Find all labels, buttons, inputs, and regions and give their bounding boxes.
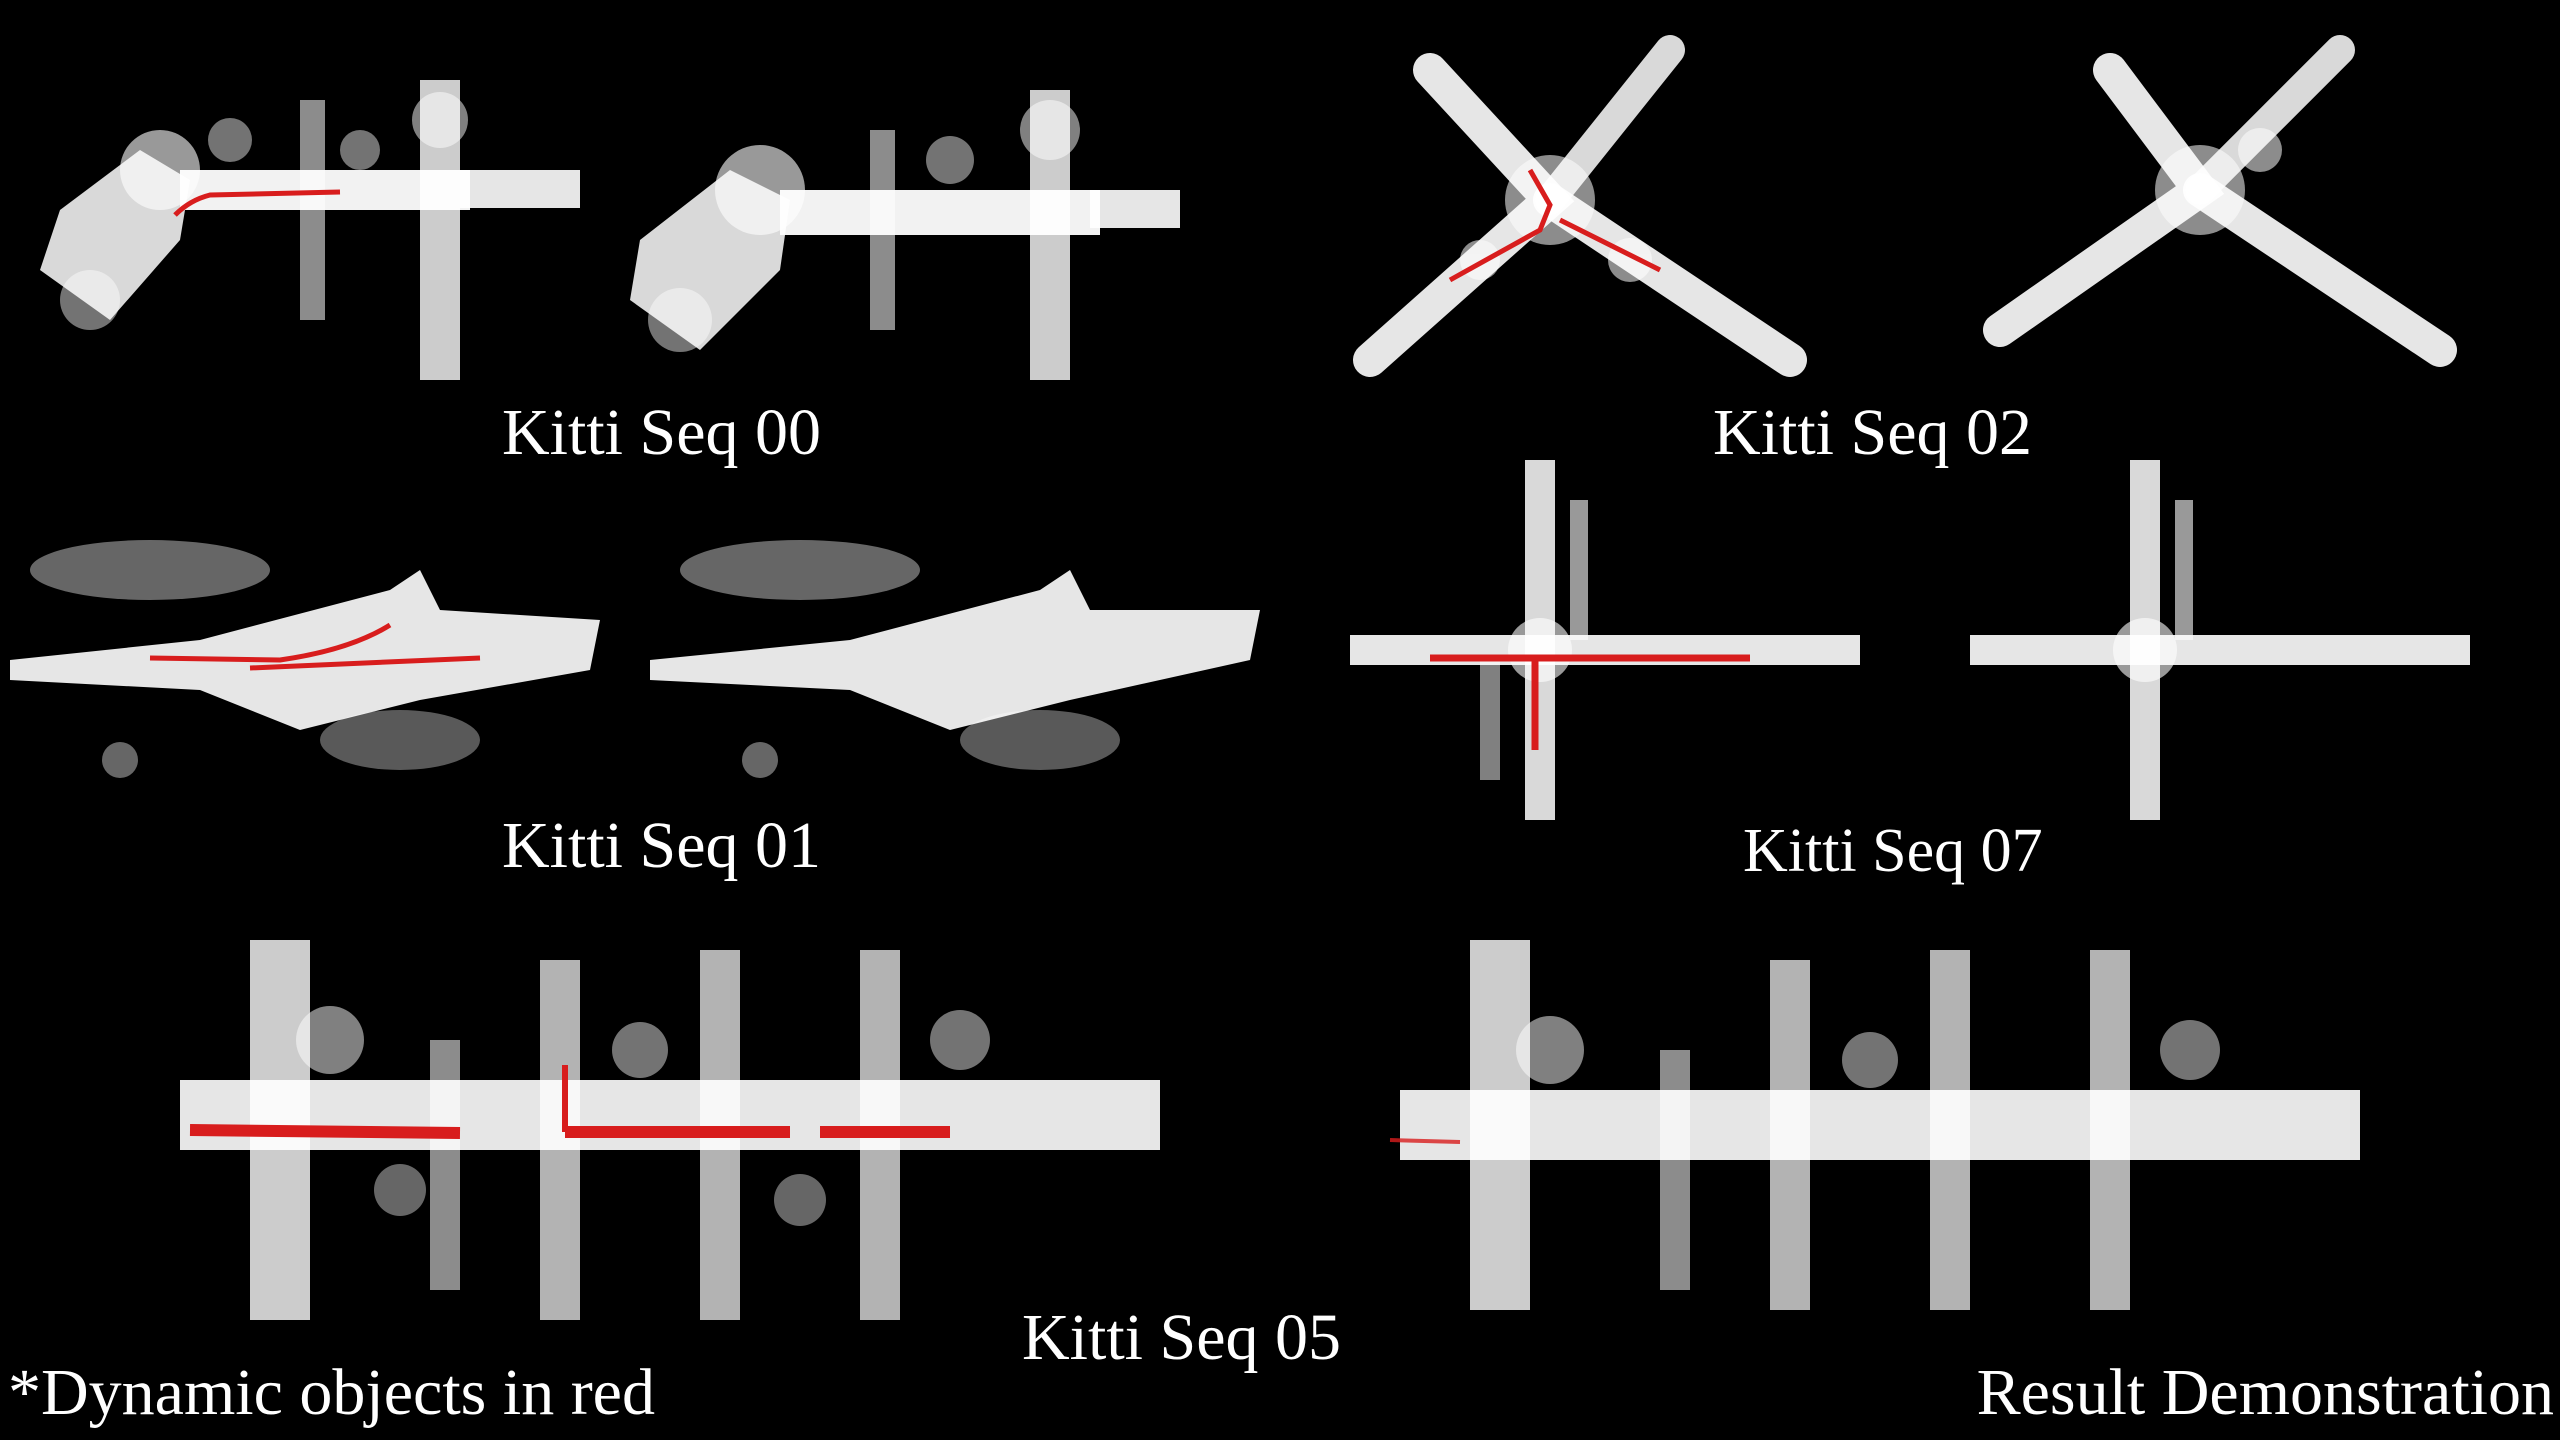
seq07-map-filtered [1970,460,2470,820]
seq05-map-filtered [1389,940,2360,1310]
seq00-map-filtered [630,90,1180,380]
seq02-map-with-dynamic [1353,35,1807,377]
seq01-map-filtered [650,540,1260,778]
caption-seq07: Kitti Seq 07 [1743,817,2043,885]
seq00-map-with-dynamic [40,80,580,380]
result-demonstration-title: Result Demonstration [1976,1356,2554,1429]
seq05-map-with-dynamic [180,940,1160,1320]
caption-seq00: Kitti Seq 00 [502,396,822,469]
seq07-map-with-dynamic [1350,460,1860,820]
dynamic-objects-note: *Dynamic objects in red [8,1356,655,1429]
caption-seq02: Kitti Seq 02 [1713,396,2033,469]
caption-seq05: Kitti Seq 05 [1022,1301,1342,1374]
caption-seq01: Kitti Seq 01 [502,809,822,882]
seq01-map-with-dynamic [10,540,600,778]
seq02-map-filtered [1983,35,2457,367]
